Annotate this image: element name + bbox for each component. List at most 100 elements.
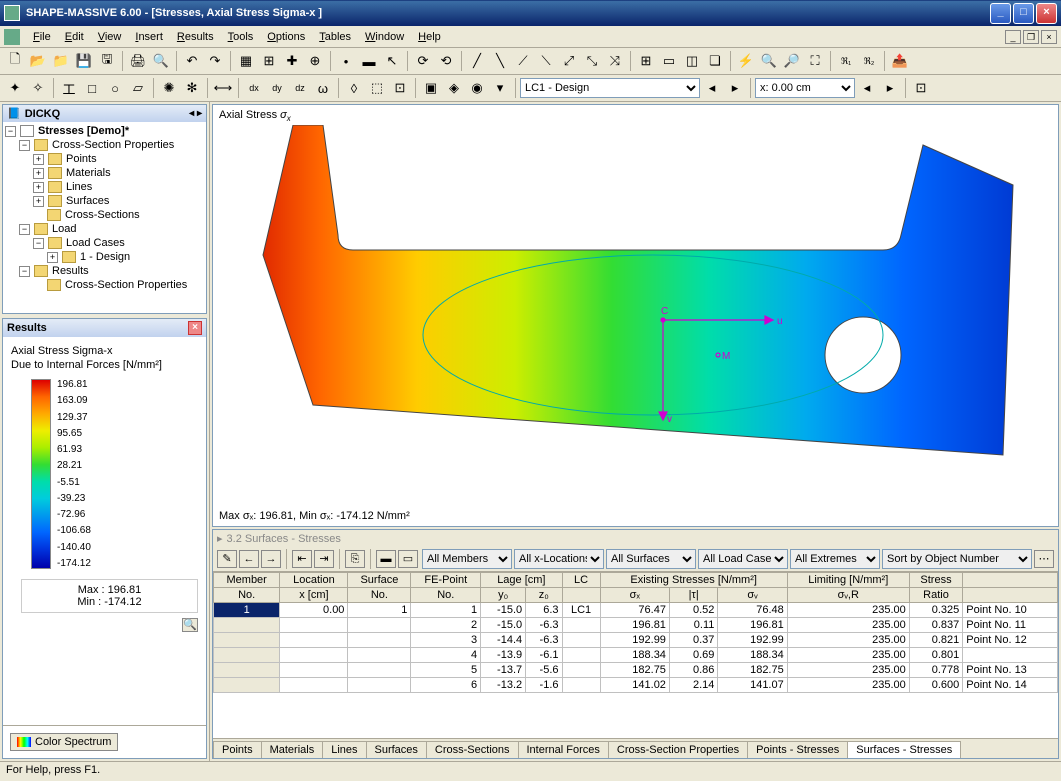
- dim-icon[interactable]: ⟷: [212, 77, 234, 99]
- table-filter-2[interactable]: All Surfaces: [606, 549, 696, 569]
- twist-lines[interactable]: +: [33, 182, 44, 193]
- refresh-icon[interactable]: ⟳: [412, 50, 434, 72]
- menu-results[interactable]: Results: [170, 29, 221, 45]
- view4-icon[interactable]: ▾: [489, 77, 511, 99]
- print-icon[interactable]: 🖨: [127, 50, 149, 72]
- table-row[interactable]: 4-13.9-6.1188.340.69188.34235.000.801: [214, 648, 1058, 663]
- line5-icon[interactable]: ⤢: [558, 50, 580, 72]
- twist-load[interactable]: −: [19, 224, 30, 235]
- twist-lc1[interactable]: +: [47, 252, 58, 263]
- twist-loadcases[interactable]: −: [33, 238, 44, 249]
- tile-icon[interactable]: ◫: [681, 50, 703, 72]
- tab-cross-sections[interactable]: Cross-Sections: [426, 741, 519, 758]
- tree-csp[interactable]: Cross-Section Properties: [52, 139, 174, 151]
- line4-icon[interactable]: ⟍: [535, 50, 557, 72]
- tbl-extra-icon[interactable]: ⋯: [1034, 550, 1054, 568]
- tbl-filter-icon[interactable]: ▬: [376, 550, 396, 568]
- tree-cs[interactable]: Cross-Sections: [65, 209, 140, 221]
- prev-lc-icon[interactable]: ◂: [701, 77, 723, 99]
- tab-internal-forces[interactable]: Internal Forces: [518, 741, 609, 758]
- twist-results[interactable]: −: [19, 266, 30, 277]
- coord-select[interactable]: x: 0.00 cm: [755, 78, 855, 98]
- line3-icon[interactable]: ⟋: [512, 50, 534, 72]
- twist-csp[interactable]: −: [19, 140, 30, 151]
- shape1-icon[interactable]: 工: [58, 77, 80, 99]
- line1-icon[interactable]: ╱: [466, 50, 488, 72]
- twist-surfaces[interactable]: +: [33, 196, 44, 207]
- mdi-close[interactable]: ×: [1041, 30, 1057, 44]
- dx-icon[interactable]: dx: [243, 77, 265, 99]
- menu-tools[interactable]: Tools: [221, 29, 261, 45]
- loadcase-select[interactable]: LC1 - Design: [520, 78, 700, 98]
- menu-file[interactable]: File: [26, 29, 58, 45]
- open2-icon[interactable]: 📁: [50, 50, 72, 72]
- refresh2-icon[interactable]: ⟲: [435, 50, 457, 72]
- save-as-icon[interactable]: 🖫: [96, 50, 118, 72]
- line6-icon[interactable]: ⤡: [581, 50, 603, 72]
- line7-icon[interactable]: ⤨: [604, 50, 626, 72]
- table-filter-1[interactable]: All x-Locations: [514, 549, 604, 569]
- dz-icon[interactable]: dz: [289, 77, 311, 99]
- tbl-first-icon[interactable]: ⇤: [292, 550, 312, 568]
- zoom-fit-icon[interactable]: ⛶: [804, 50, 826, 72]
- results-close-icon[interactable]: ×: [188, 321, 202, 335]
- open-icon[interactable]: 📂: [27, 50, 49, 72]
- view1-icon[interactable]: ▣: [420, 77, 442, 99]
- color-spectrum-button[interactable]: Color Spectrum: [10, 733, 118, 751]
- tab-lines[interactable]: Lines: [322, 741, 366, 758]
- calc-icon[interactable]: ⚡: [735, 50, 757, 72]
- menu-tables[interactable]: Tables: [312, 29, 358, 45]
- zoom-out-icon[interactable]: 🔎: [781, 50, 803, 72]
- view2-icon[interactable]: ◈: [443, 77, 465, 99]
- sel1-icon[interactable]: ◊: [343, 77, 365, 99]
- tree-rcsp[interactable]: Cross-Section Properties: [65, 279, 187, 291]
- table-row[interactable]: 6-13.2-1.6141.022.14141.07235.000.600Poi…: [214, 678, 1058, 693]
- print-preview-icon[interactable]: 🔍: [150, 50, 172, 72]
- twist-points[interactable]: +: [33, 154, 44, 165]
- rx2-icon[interactable]: ℜ₂: [858, 50, 880, 72]
- viewport[interactable]: Axial Stress σx C M u v: [212, 104, 1059, 527]
- close-button[interactable]: ×: [1036, 3, 1057, 24]
- export-icon[interactable]: 📤: [889, 50, 911, 72]
- star2-icon[interactable]: ✻: [181, 77, 203, 99]
- mdi-minimize[interactable]: _: [1005, 30, 1021, 44]
- table-row[interactable]: 2-15.0-6.3196.810.11196.81235.000.837Poi…: [214, 618, 1058, 633]
- tree-results[interactable]: Results: [52, 265, 89, 277]
- snap-icon[interactable]: ⊞: [258, 50, 280, 72]
- table-row[interactable]: 5-13.7-5.6182.750.86182.75235.000.778Poi…: [214, 663, 1058, 678]
- twist-root[interactable]: −: [5, 126, 16, 137]
- view3-icon[interactable]: ◉: [466, 77, 488, 99]
- select-icon[interactable]: ↖: [381, 50, 403, 72]
- next-x-icon[interactable]: ▸: [879, 77, 901, 99]
- shape2-icon[interactable]: □: [81, 77, 103, 99]
- table-filter-4[interactable]: All Extremes: [790, 549, 880, 569]
- pt2-icon[interactable]: ✧: [27, 77, 49, 99]
- prev-x-icon[interactable]: ◂: [856, 77, 878, 99]
- save-icon[interactable]: 💾: [73, 50, 95, 72]
- origin-icon[interactable]: ⊕: [304, 50, 326, 72]
- zoom-in-icon[interactable]: 🔍: [758, 50, 780, 72]
- star1-icon[interactable]: ✺: [158, 77, 180, 99]
- menu-help[interactable]: Help: [411, 29, 448, 45]
- tree-lines[interactable]: Lines: [66, 181, 92, 193]
- table-filter-5[interactable]: Sort by Object Number: [882, 549, 1032, 569]
- next-lc-icon[interactable]: ▸: [724, 77, 746, 99]
- tab-materials[interactable]: Materials: [261, 741, 324, 758]
- menu-insert[interactable]: Insert: [128, 29, 170, 45]
- stress-table[interactable]: MemberLocationSurfaceFE-PointLage [cm]LC…: [213, 572, 1058, 693]
- table-filter-3[interactable]: All Load Cases: [698, 549, 788, 569]
- tbl-last-icon[interactable]: ⇥: [314, 550, 334, 568]
- tree-lc1[interactable]: 1 - Design: [80, 251, 130, 263]
- window-icon[interactable]: ▭: [658, 50, 680, 72]
- undo-icon[interactable]: ↶: [181, 50, 203, 72]
- sel2-icon[interactable]: ⬚: [366, 77, 388, 99]
- twist-materials[interactable]: +: [33, 168, 44, 179]
- node-icon[interactable]: •: [335, 50, 357, 72]
- tbl-copy-icon[interactable]: ⎘: [345, 550, 365, 568]
- minimize-button[interactable]: _: [990, 3, 1011, 24]
- tbl-next-icon[interactable]: →: [261, 550, 281, 568]
- omega-icon[interactable]: ω: [312, 77, 334, 99]
- new-icon[interactable]: 🗋: [4, 50, 26, 72]
- tree-materials[interactable]: Materials: [66, 167, 111, 179]
- menu-edit[interactable]: Edit: [58, 29, 91, 45]
